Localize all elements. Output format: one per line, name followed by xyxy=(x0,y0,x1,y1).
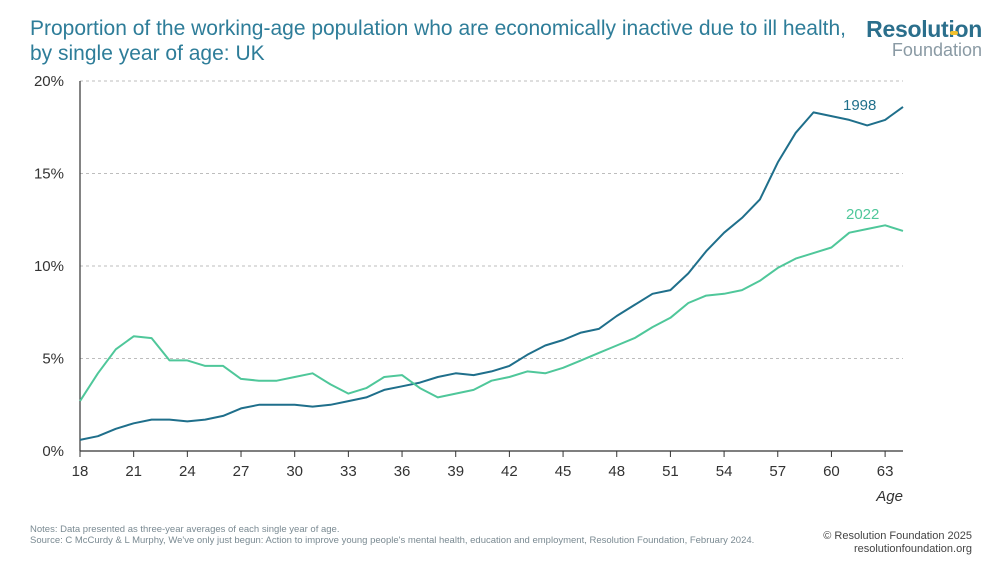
y-tick-label: 10% xyxy=(34,258,64,275)
x-tick-label: 30 xyxy=(286,463,303,480)
logo-wordmark-bottom: Foundation xyxy=(891,40,982,60)
y-tick-label: 20% xyxy=(34,73,64,90)
copyright-text: © Resolution Foundation 2025 xyxy=(823,530,972,542)
x-tick-label: 18 xyxy=(72,463,89,480)
source-text: Source: C McCurdy & L Murphy, We've only… xyxy=(30,535,755,546)
y-tick-label: 0% xyxy=(42,443,64,460)
x-tick-label: 24 xyxy=(179,463,196,480)
series-label-2022: 2022 xyxy=(846,206,879,223)
x-tick-label: 57 xyxy=(769,463,786,480)
x-tick-label: 42 xyxy=(501,463,518,480)
series-line-1998 xyxy=(79,106,904,441)
chart-title: Proportion of the working-age population… xyxy=(30,17,846,65)
x-tick-label: 60 xyxy=(823,463,840,480)
logo-dot-icon xyxy=(950,31,958,35)
x-tick-label: 21 xyxy=(125,463,142,480)
series-lines xyxy=(79,106,904,441)
chart-notes: Notes: Data presented as three-year aver… xyxy=(30,524,810,546)
x-tick-label: 33 xyxy=(340,463,357,480)
x-axis-label: Age xyxy=(875,488,903,505)
resolution-foundation-logo: Resolution Foundation xyxy=(866,17,982,59)
series-line-2022 xyxy=(79,224,904,402)
x-tick-label: 51 xyxy=(662,463,679,480)
series-label-1998: 1998 xyxy=(843,97,876,114)
y-tick-label: 5% xyxy=(42,351,64,368)
x-tick-label: 27 xyxy=(233,463,250,480)
credit-block: © Resolution Foundation 2025 resolutionf… xyxy=(823,530,972,556)
y-axis-ticks: 0% 5% 10% 15% 20% xyxy=(34,73,64,460)
x-tick-label: 54 xyxy=(716,463,733,480)
x-axis-ticks: 18 21 24 27 30 33 36 39 42 45 48 51 54 57 60 63 xyxy=(72,451,894,480)
line-chart: 0% 5% 10% 15% 20% 18 21 24 27 30 33 36 39 42 45 48 51 54… xyxy=(34,73,904,505)
x-tick-label: 45 xyxy=(555,463,572,480)
x-tick-label: 63 xyxy=(877,463,894,480)
notes-text: Notes: Data presented as three-year aver… xyxy=(30,524,340,535)
y-tick-label: 15% xyxy=(34,166,64,183)
x-tick-label: 36 xyxy=(394,463,411,480)
x-tick-label: 48 xyxy=(608,463,625,480)
logo-wordmark-top: Resolution xyxy=(866,16,982,42)
x-tick-label: 39 xyxy=(447,463,464,480)
website-text: resolutionfoundation.org xyxy=(853,543,972,555)
gridlines xyxy=(79,80,903,452)
